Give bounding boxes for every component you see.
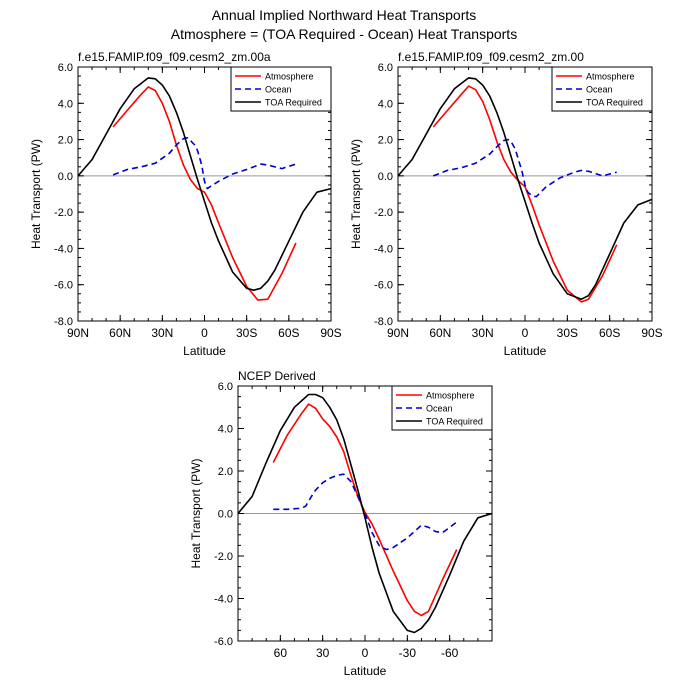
legend-label: TOA Required bbox=[586, 98, 643, 108]
x-tick-label: 30S bbox=[557, 326, 578, 340]
y-tick-label: -8.0 bbox=[54, 316, 73, 328]
y-tick-label: 2.0 bbox=[58, 135, 73, 147]
y-tick-label: 0.0 bbox=[218, 509, 233, 521]
x-tick-label: 90S bbox=[641, 326, 662, 340]
x-tick-label: 60N bbox=[109, 326, 131, 340]
x-tick-label: 30N bbox=[472, 326, 494, 340]
figure-title-line2: Atmosphere = (TOA Required - Ocean) Heat… bbox=[171, 26, 517, 42]
y-tick-label: -6.0 bbox=[54, 280, 73, 292]
x-tick-label: -60 bbox=[441, 646, 459, 660]
chart-panel-1: f.e15.FAMIP.f09_f09.cesm2_zm.00a 90N 60N 30… bbox=[29, 50, 342, 358]
chart-panel-2: f.e15.FAMIP.f09_f09.cesm2_zm.00 90N 60N 30N… bbox=[349, 50, 663, 358]
legend-label: TOA Required bbox=[265, 98, 322, 108]
series-line-atmosphere bbox=[432, 85, 618, 303]
y-axis-label: Heat Transport (PW) bbox=[29, 139, 43, 249]
legend-label: Ocean bbox=[265, 85, 292, 95]
legend-label: Ocean bbox=[426, 404, 453, 414]
legend-label: Atmosphere bbox=[586, 72, 635, 82]
x-tick-label: 90N bbox=[387, 326, 409, 340]
panel-title: NCEP Derived bbox=[238, 369, 316, 383]
series-line-toa-required bbox=[397, 77, 653, 300]
y-axis-label: Heat Transport (PW) bbox=[189, 458, 203, 568]
y-tick-label: 4.0 bbox=[378, 98, 393, 110]
x-tick-label: 90S bbox=[320, 326, 341, 340]
y-tick-label: 2.0 bbox=[378, 135, 393, 147]
y-tick-label: 4.0 bbox=[218, 424, 233, 436]
y-tick-label: -6.0 bbox=[374, 280, 393, 292]
x-axis-label: Latitude bbox=[183, 344, 226, 358]
x-tick-label: -30 bbox=[399, 646, 417, 660]
y-tick-label: 6.0 bbox=[58, 62, 73, 74]
x-tick-label: 0 bbox=[362, 646, 369, 660]
y-tick-label: 2.0 bbox=[218, 466, 233, 478]
y-tick-label: -2.0 bbox=[374, 207, 393, 219]
chart-panel-3: NCEP Derived 60 30 0 -30 -60 -6.0 -4.0 -2.0 0.0 2.… bbox=[189, 369, 493, 678]
legend: Atmosphere Ocean TOA Required bbox=[551, 66, 653, 112]
x-tick-label: 60N bbox=[429, 326, 451, 340]
y-tick-label: 4.0 bbox=[58, 98, 73, 110]
series-line-toa-required bbox=[237, 393, 493, 634]
y-tick-label: 6.0 bbox=[218, 381, 233, 393]
series-line-atmosphere bbox=[112, 86, 297, 301]
x-tick-label: 60S bbox=[599, 326, 620, 340]
legend: Atmosphere Ocean TOA Required bbox=[391, 385, 493, 431]
series-line-ocean bbox=[273, 473, 458, 551]
legend-label: TOA Required bbox=[426, 417, 483, 427]
panel-title: f.e15.FAMIP.f09_f09.cesm2_zm.00 bbox=[398, 50, 584, 64]
y-tick-label: -6.0 bbox=[214, 636, 233, 648]
x-tick-label: 30S bbox=[236, 326, 257, 340]
y-tick-label: -4.0 bbox=[214, 594, 233, 606]
y-tick-label: -8.0 bbox=[374, 316, 393, 328]
series-line-toa-required bbox=[77, 77, 332, 291]
x-tick-label: 30 bbox=[316, 646, 330, 660]
legend-label: Atmosphere bbox=[426, 391, 475, 401]
x-axis-label: Latitude bbox=[344, 664, 387, 678]
series-line-atmosphere bbox=[272, 403, 458, 617]
panel-title: f.e15.FAMIP.f09_f09.cesm2_zm.00a bbox=[78, 50, 271, 64]
y-tick-label: 0.0 bbox=[58, 171, 73, 183]
y-axis-label: Heat Transport (PW) bbox=[349, 139, 363, 249]
series-line-ocean bbox=[112, 137, 297, 190]
legend-label: Atmosphere bbox=[265, 72, 314, 82]
x-tick-label: 0 bbox=[522, 326, 529, 340]
x-tick-label: 0 bbox=[201, 326, 208, 340]
y-tick-label: -2.0 bbox=[54, 207, 73, 219]
figure-title-line1: Annual Implied Northward Heat Transports bbox=[212, 7, 477, 23]
x-tick-label: 60S bbox=[278, 326, 299, 340]
y-tick-label: -2.0 bbox=[214, 551, 233, 563]
x-axis-label: Latitude bbox=[504, 344, 547, 358]
y-tick-label: -4.0 bbox=[374, 243, 393, 255]
x-tick-label: 90N bbox=[67, 326, 89, 340]
legend-label: Ocean bbox=[586, 85, 613, 95]
x-tick-label: 30N bbox=[151, 326, 173, 340]
y-tick-label: -4.0 bbox=[54, 243, 73, 255]
x-tick-label: 60 bbox=[274, 646, 288, 660]
y-tick-label: 6.0 bbox=[378, 62, 393, 74]
y-tick-label: 0.0 bbox=[378, 171, 393, 183]
legend: Atmosphere Ocean TOA Required bbox=[230, 66, 332, 112]
